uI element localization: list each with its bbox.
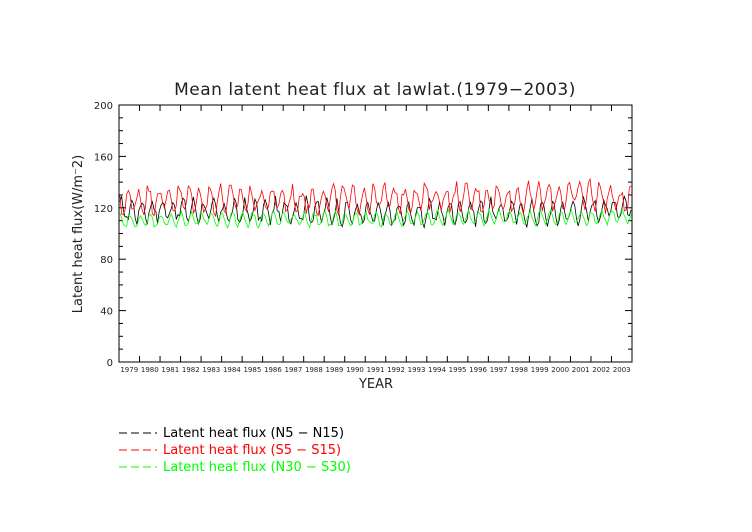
x-tick-label: 1982 xyxy=(182,366,200,374)
x-tick-label: 1983 xyxy=(202,366,220,374)
x-tick-label: 2001 xyxy=(572,366,590,374)
series-line-3 xyxy=(119,207,632,229)
x-tick-label: 1997 xyxy=(490,366,508,374)
x-tick-label: 2000 xyxy=(551,366,569,374)
x-tick-label: 1987 xyxy=(285,366,303,374)
series-lines xyxy=(119,177,632,230)
x-tick-label: 1989 xyxy=(326,366,344,374)
x-tick-label: 1995 xyxy=(449,366,467,374)
x-tick-label: 2003 xyxy=(613,366,631,374)
x-tick-label: 1998 xyxy=(510,366,528,374)
x-tick-label: 2002 xyxy=(592,366,610,374)
legend-label-2: Latent heat flux (S5 − S15) xyxy=(163,443,341,458)
x-tick-label: 1993 xyxy=(408,366,426,374)
y-tick-label: 120 xyxy=(94,204,113,215)
legend-label-3: Latent heat flux (N30 − S30) xyxy=(163,460,351,475)
chart-title: Mean latent heat flux at lawlat.(1979−20… xyxy=(174,80,576,100)
x-axis: 1979 1980 1981 1982 1983 1984 1985 1986 1987 1988… xyxy=(118,105,633,374)
x-tick-label: 1984 xyxy=(223,366,241,374)
x-tick-label: 1992 xyxy=(387,366,405,374)
y-axis-label: Latent heat flux(W/m⁻2) xyxy=(71,155,86,314)
x-tick-label: 1996 xyxy=(469,366,487,374)
series-line-2 xyxy=(119,177,632,218)
x-tick-label: 1980 xyxy=(141,366,159,374)
y-axis: 0 40 80 120 160 200 xyxy=(94,101,632,369)
x-tick-label: 1994 xyxy=(428,366,446,374)
series-line-1 xyxy=(119,194,632,230)
y-tick-label: 0 xyxy=(107,358,113,369)
x-tick-label: 1988 xyxy=(305,366,323,374)
x-tick-label: 1990 xyxy=(346,366,364,374)
x-tick-label: 1991 xyxy=(367,366,385,374)
x-tick-label: 1986 xyxy=(264,366,282,374)
legend-label-1: Latent heat flux (N5 − N15) xyxy=(163,426,344,441)
y-tick-label: 160 xyxy=(94,152,113,163)
x-tick-label: 1981 xyxy=(161,366,179,374)
x-tick-label: 1999 xyxy=(531,366,549,374)
x-tick-label: 1979 xyxy=(120,366,138,374)
y-tick-label: 200 xyxy=(94,101,113,112)
plot-frame xyxy=(118,104,633,363)
legend: Latent heat flux (N5 − N15) Latent heat f… xyxy=(119,426,351,475)
x-tick-label: 1985 xyxy=(243,366,261,374)
x-axis-label: YEAR xyxy=(358,377,393,392)
y-tick-label: 80 xyxy=(100,255,113,266)
y-tick-label: 40 xyxy=(100,307,113,318)
